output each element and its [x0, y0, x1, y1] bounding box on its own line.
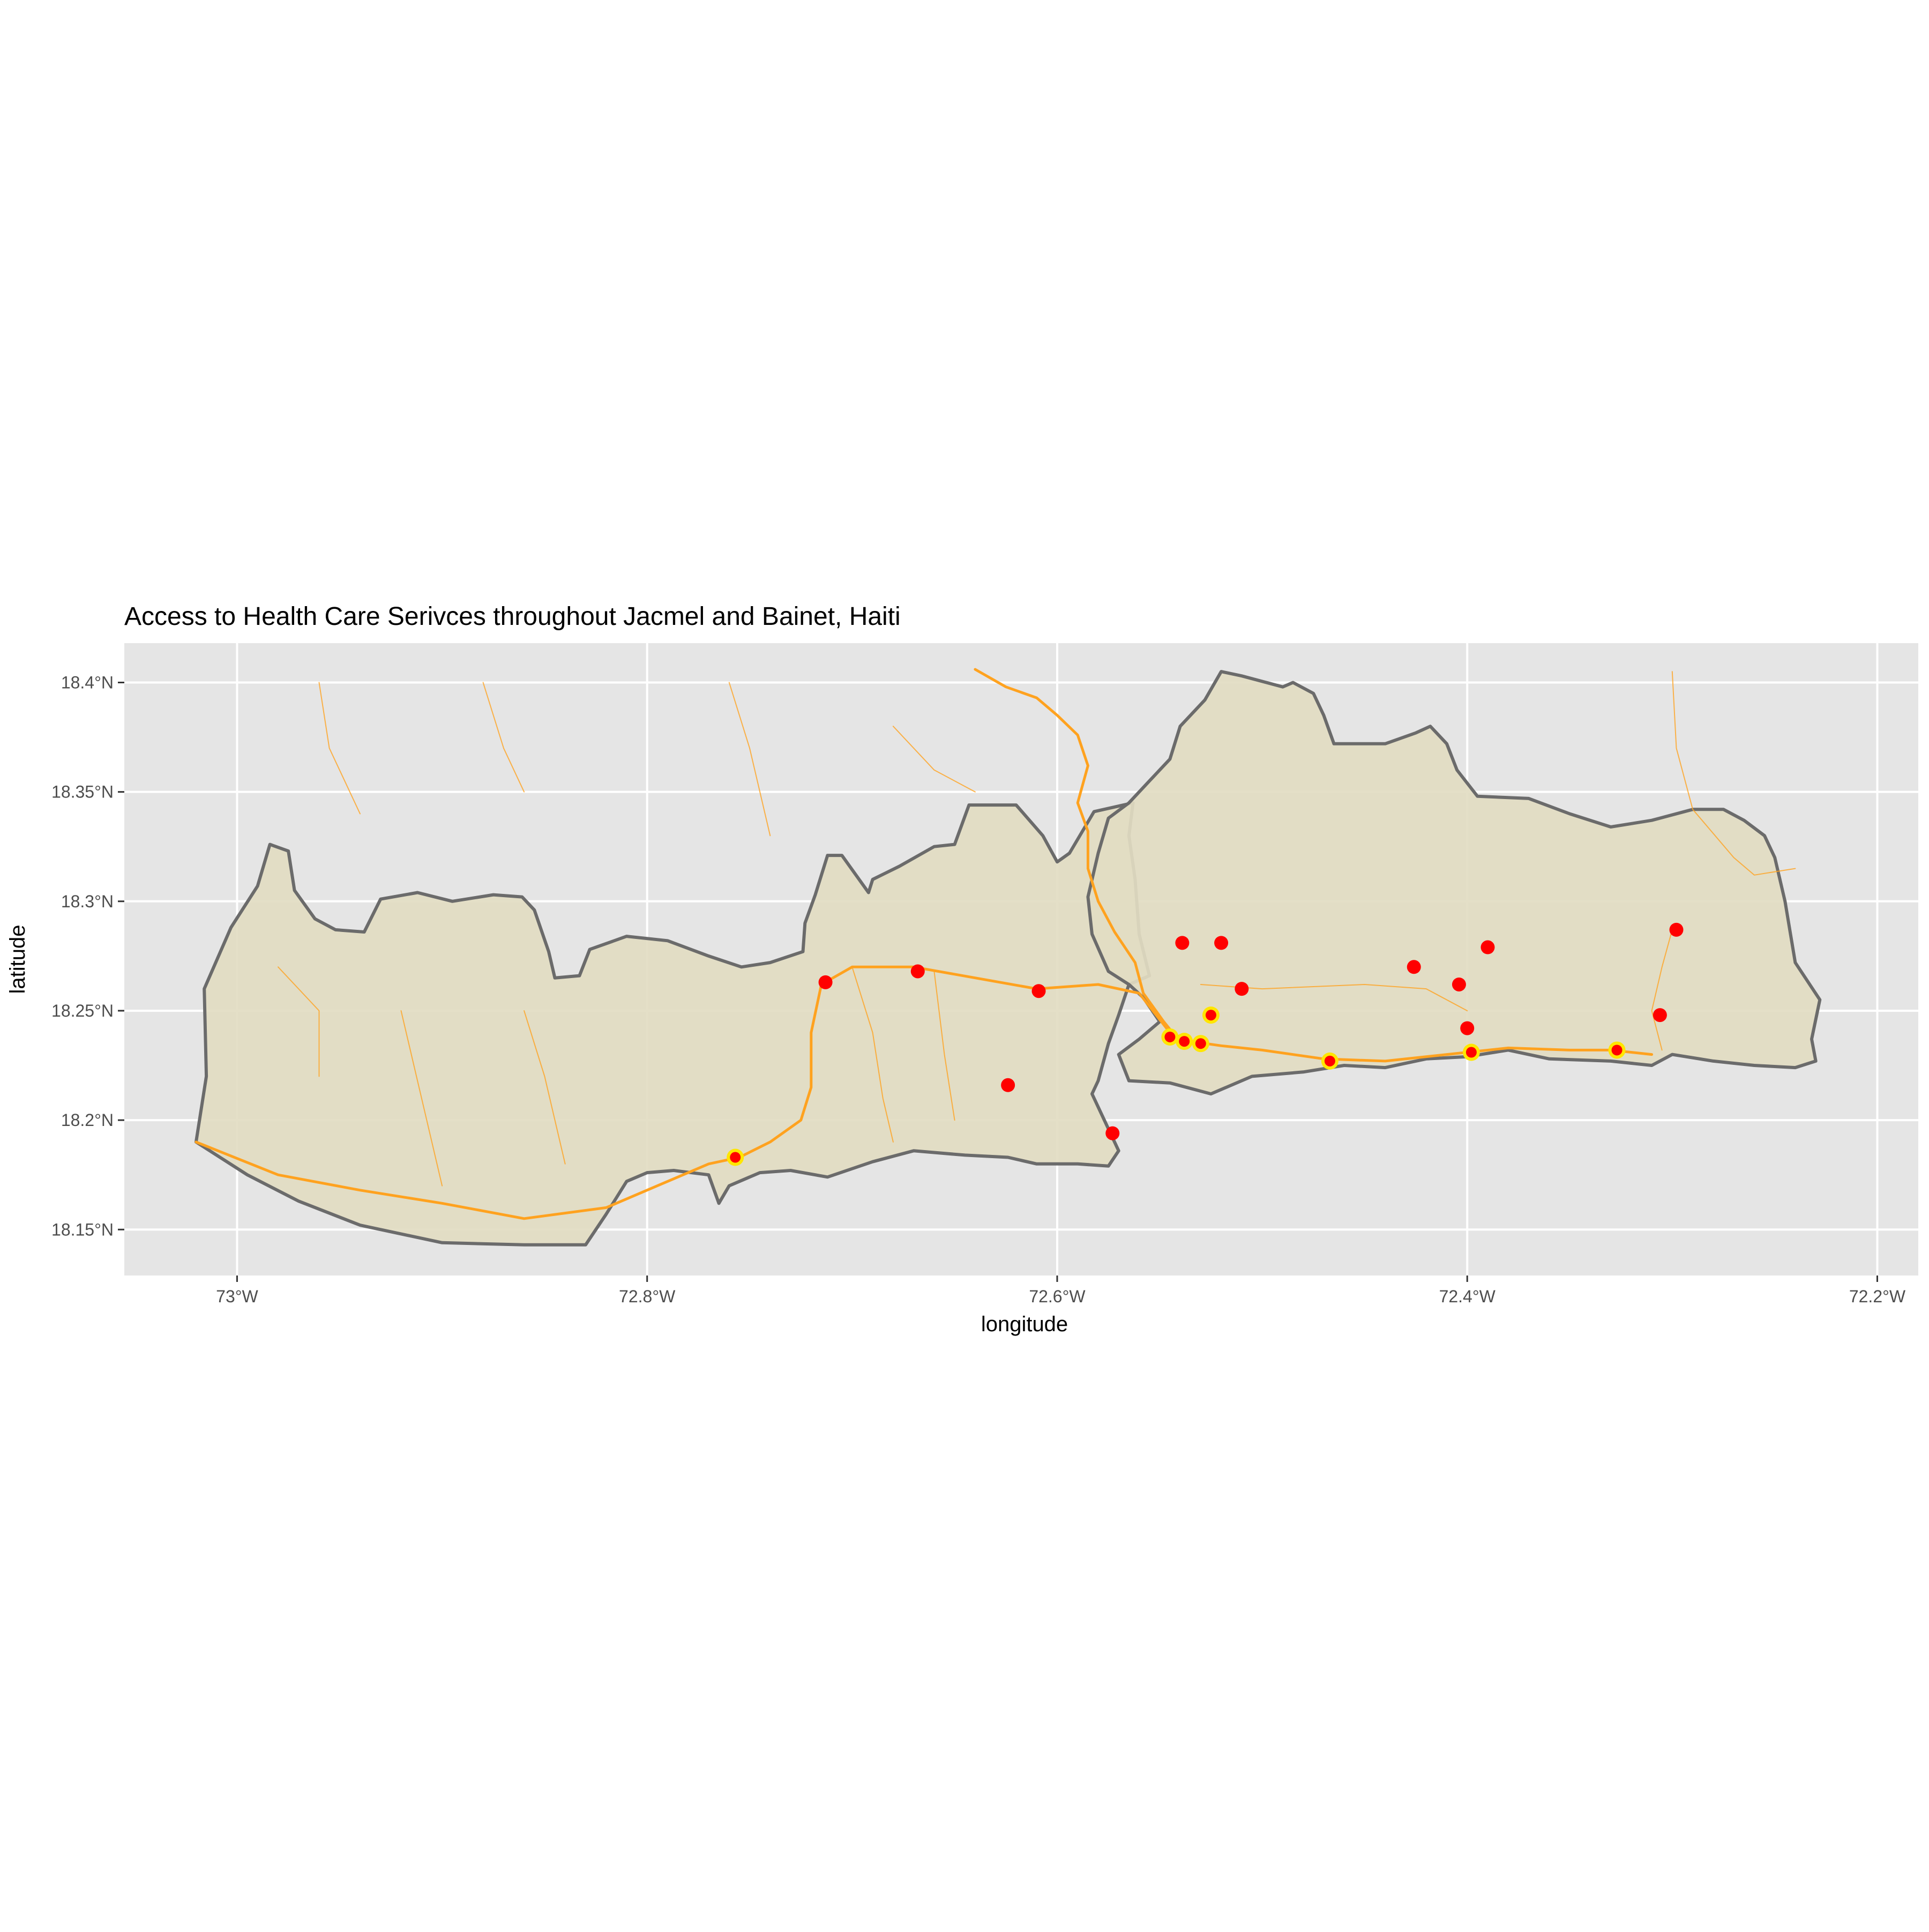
road-6 — [851, 966, 894, 1143]
health-facility-point — [1164, 1031, 1176, 1042]
road-9 — [318, 682, 361, 815]
health-facility-point — [1481, 940, 1495, 954]
health-facility-point — [1452, 977, 1466, 991]
y-tick-label: 18.15°N — [51, 1220, 114, 1239]
y-tick-label: 18.35°N — [51, 782, 114, 802]
road-8 — [482, 682, 525, 793]
x-axis-title: longitude — [981, 1312, 1068, 1336]
x-tick-label: 72.8°W — [619, 1287, 676, 1306]
health-facility-point — [910, 964, 925, 979]
y-tick-label: 18.25°N — [51, 1001, 114, 1020]
road-3 — [1671, 671, 1796, 876]
health-facility-point — [1175, 936, 1190, 950]
y-axis-title: latitude — [6, 925, 29, 994]
road-7 — [933, 971, 955, 1121]
health-facilities — [727, 922, 1684, 1166]
x-tick-label: 72.4°W — [1439, 1287, 1496, 1306]
health-facility-point — [1653, 1008, 1667, 1023]
road-14 — [400, 1010, 443, 1187]
road-4 — [1651, 929, 1673, 1051]
health-facility-point — [1324, 1055, 1335, 1066]
chart-title: Access to Health Care Serivces throughou… — [124, 602, 901, 631]
health-facility-point — [1105, 1126, 1120, 1140]
health-facility-point — [1466, 1047, 1477, 1058]
road-11 — [892, 726, 976, 793]
health-facility-point — [1407, 960, 1421, 974]
health-facility-point — [818, 975, 833, 989]
health-facility-point — [1205, 1010, 1216, 1021]
road-13 — [524, 1010, 566, 1165]
health-facility-point — [730, 1152, 741, 1163]
y-tick-label: 18.3°N — [61, 892, 114, 911]
health-facility-point — [1611, 1045, 1623, 1056]
road-network — [195, 668, 1796, 1220]
boundary-west — [194, 801, 1152, 1247]
x-tick-label: 72.2°W — [1849, 1287, 1906, 1306]
x-tick-label: 72.6°W — [1029, 1287, 1086, 1306]
axis-ticks: 73°W 72.8°W 72.6°W 72.4°W 72.2°W 18.15°N 18.2°… — [51, 673, 1906, 1306]
health-facility-point — [1460, 1021, 1475, 1035]
road-10 — [728, 682, 771, 837]
health-facility-point — [1031, 984, 1046, 998]
health-facility-point — [1214, 936, 1229, 950]
main-road-2 — [974, 668, 1178, 1039]
x-tick-label: 73°W — [216, 1287, 258, 1306]
y-tick-label: 18.2°N — [61, 1110, 114, 1130]
health-facility-point — [1179, 1036, 1190, 1047]
health-facility-point — [1001, 1078, 1015, 1092]
road-12 — [278, 966, 320, 1077]
y-tick-label: 18.4°N — [61, 673, 114, 692]
health-facility-point — [1669, 922, 1684, 937]
health-facility-point — [1235, 982, 1249, 996]
health-facility-point — [1195, 1038, 1206, 1049]
